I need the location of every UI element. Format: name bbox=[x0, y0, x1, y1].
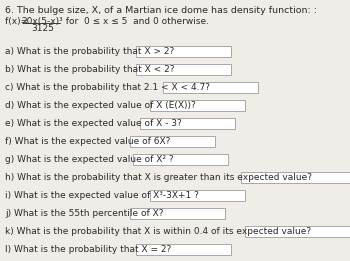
Text: k) What is the probability that X is within 0.4 of its expected value?: k) What is the probability that X is wit… bbox=[5, 227, 311, 235]
Bar bbox=[245, 226, 350, 236]
Text: for  0 ≤ x ≤ 5  and 0 otherwise.: for 0 ≤ x ≤ 5 and 0 otherwise. bbox=[60, 17, 209, 26]
Bar bbox=[241, 171, 350, 182]
Bar bbox=[130, 135, 215, 146]
Bar bbox=[133, 153, 228, 164]
Bar bbox=[130, 207, 225, 218]
Text: 3125: 3125 bbox=[31, 23, 54, 33]
Text: e) What is the expected value of X - 3?: e) What is the expected value of X - 3? bbox=[5, 118, 182, 128]
Text: g) What is the expected value of X² ?: g) What is the expected value of X² ? bbox=[5, 155, 174, 163]
Text: 6. The bulge size, X, of a Martian ice dome has density function: :: 6. The bulge size, X, of a Martian ice d… bbox=[5, 6, 317, 15]
Bar bbox=[140, 117, 235, 128]
Text: c) What is the probability that 2.1 < X < 4.7?: c) What is the probability that 2.1 < X … bbox=[5, 82, 210, 92]
Text: j) What is the 55th percentile of X?: j) What is the 55th percentile of X? bbox=[5, 209, 163, 217]
Text: i) What is the expected value of X³-3X+1 ?: i) What is the expected value of X³-3X+1… bbox=[5, 191, 199, 199]
Text: a) What is the probability that X > 2?: a) What is the probability that X > 2? bbox=[5, 46, 174, 56]
Text: f) What is the expected value of 6X?: f) What is the expected value of 6X? bbox=[5, 137, 170, 145]
Text: f(x)=: f(x)= bbox=[5, 17, 31, 26]
Text: l) What is the probability that X = 2?: l) What is the probability that X = 2? bbox=[5, 245, 171, 253]
Bar bbox=[136, 45, 231, 56]
Text: h) What is the probability that X is greater than its expected value?: h) What is the probability that X is gre… bbox=[5, 173, 312, 181]
Text: d) What is the expected value of X (E(X))?: d) What is the expected value of X (E(X)… bbox=[5, 100, 196, 110]
Bar bbox=[136, 244, 231, 254]
Text: 20x(5-x)³: 20x(5-x)³ bbox=[22, 17, 63, 26]
Bar bbox=[136, 63, 231, 74]
Bar bbox=[163, 81, 259, 92]
Bar bbox=[150, 99, 245, 110]
Text: b) What is the probability that X < 2?: b) What is the probability that X < 2? bbox=[5, 64, 175, 74]
Bar bbox=[150, 189, 245, 200]
